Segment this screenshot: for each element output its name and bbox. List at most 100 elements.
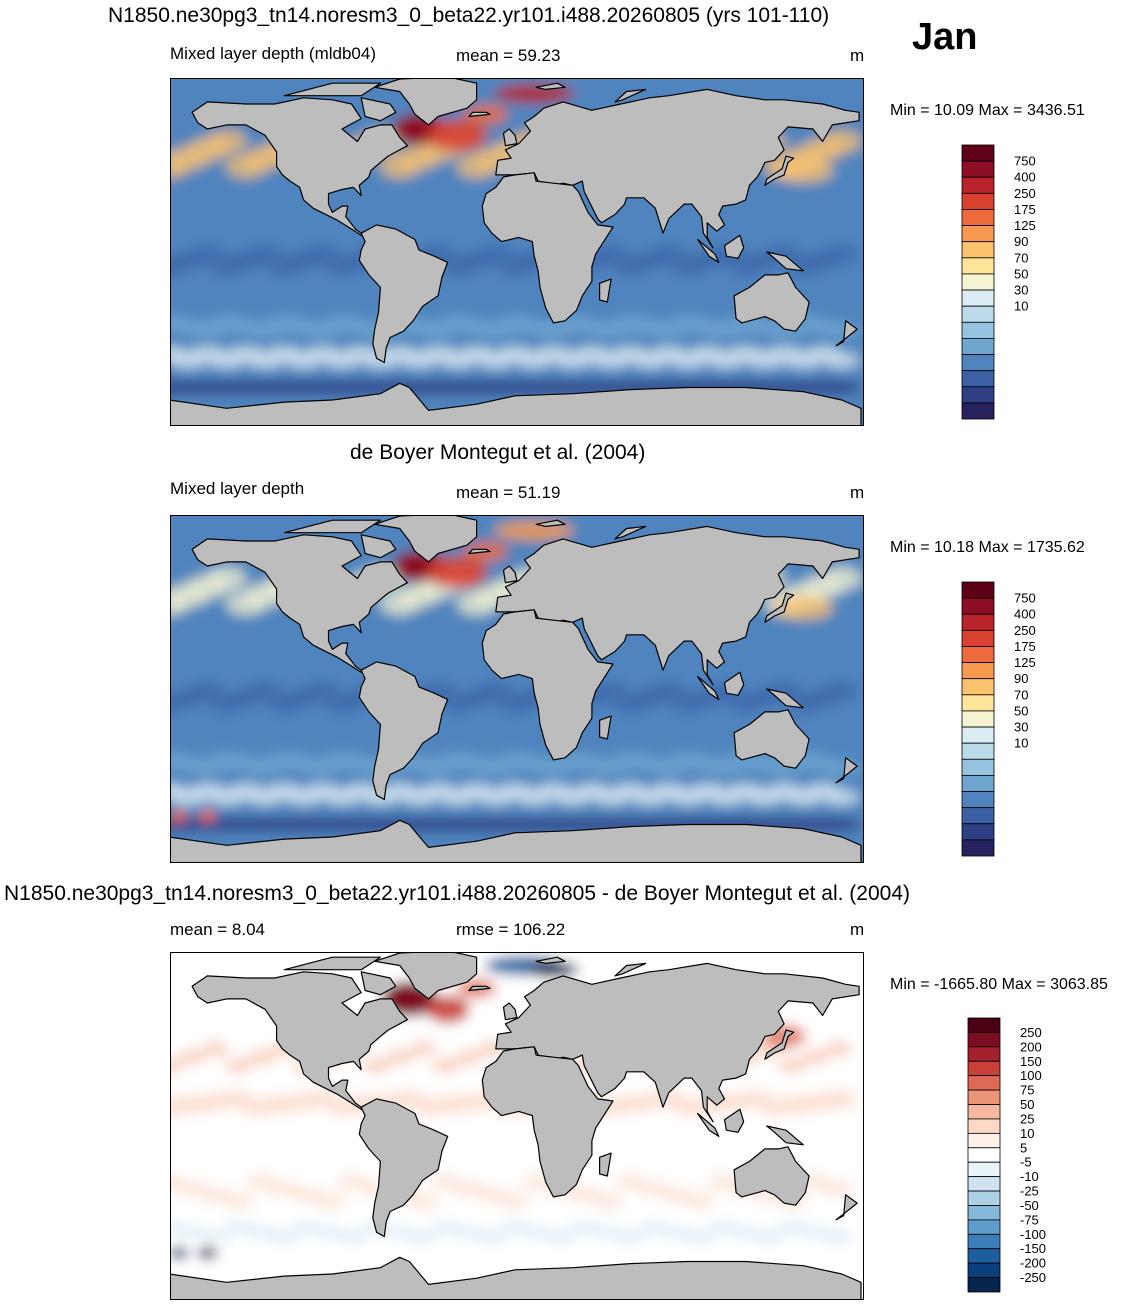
- colorbar-tick-label: 90: [1014, 671, 1028, 686]
- landmass: [835, 320, 858, 347]
- landmass: [535, 519, 566, 527]
- panel3-colorbar: 250 200 150 100 75 50 25 10 5 -5 -10 -25 -50 -75 -100-…: [967, 1017, 1048, 1294]
- colorbar-swatch: [967, 1277, 1001, 1293]
- colorbar-swatch: [961, 370, 995, 388]
- colorbar-tick-label: 10: [1014, 736, 1028, 751]
- colorbar-tick-label: 90: [1014, 234, 1028, 249]
- landmass: [171, 819, 862, 862]
- landmass: [723, 1108, 745, 1133]
- colorbar-swatch: [961, 581, 995, 599]
- landmass: [614, 525, 647, 540]
- colorbar-swatch: [961, 225, 995, 243]
- colorbar-swatch: [967, 1161, 1001, 1178]
- colorbar-swatch: [961, 662, 995, 680]
- colorbar-swatch: [961, 742, 995, 760]
- landmass: [360, 97, 397, 122]
- landmass: [697, 1112, 720, 1137]
- colorbar-swatch: [961, 597, 995, 615]
- panel1-variable-label: Mixed layer depth (mldb04): [170, 44, 376, 63]
- colorbar-tick-label: 10: [1014, 299, 1028, 314]
- colorbar-tick-label: 70: [1014, 687, 1028, 702]
- panel3-title: N1850.ne30pg3_tn14.noresm3_0_beta22.yr10…: [4, 882, 911, 905]
- landmass: [697, 675, 720, 700]
- landmass: [766, 688, 804, 709]
- colorbar-swatch: [961, 289, 995, 307]
- landmass: [374, 953, 478, 1000]
- landmass: [495, 962, 860, 1123]
- colorbar-swatch: [961, 758, 995, 776]
- landmass: [374, 516, 478, 563]
- colorbar-swatch: [961, 613, 995, 631]
- colorbar-tick-label: -250: [1020, 1270, 1046, 1285]
- colorbar-tick-label: 10: [1020, 1126, 1034, 1141]
- landmass: [374, 79, 478, 126]
- colorbar-tick-label: 750: [1014, 154, 1036, 169]
- colorbar-tick-label: 125: [1014, 218, 1036, 233]
- colorbar-tick-label: 50: [1014, 703, 1028, 718]
- landmass: [191, 97, 408, 236]
- colorbar-tick-label: 200: [1020, 1039, 1042, 1054]
- colorbar-swatch: [967, 1132, 1001, 1149]
- landmass: [171, 382, 862, 425]
- colorbar-tick-label: -200: [1020, 1256, 1046, 1271]
- colorbar-swatch: [961, 629, 995, 647]
- landmass: [764, 155, 795, 186]
- colorbar-swatch: [967, 1147, 1001, 1163]
- colorbar-swatch: [961, 257, 995, 275]
- landmass: [723, 671, 745, 696]
- panel2-variable-label: Mixed layer depth: [170, 479, 305, 498]
- colorbar-swatch: [967, 1104, 1001, 1120]
- colorbar-swatch: [967, 1219, 1001, 1235]
- landmass: [481, 172, 614, 324]
- colorbar-tick-label: -10: [1020, 1169, 1039, 1184]
- landmass: [360, 534, 397, 559]
- landmass: [171, 1256, 862, 1299]
- colorbar-swatch: [961, 710, 995, 728]
- colorbar-tick-label: -150: [1020, 1241, 1046, 1256]
- landmass: [723, 234, 745, 259]
- panel1-minmax-label: Min = 10.09 Max = 3436.51: [890, 102, 1085, 119]
- colorbar-swatch: [961, 694, 995, 712]
- panel2-title: de Boyer Montegut et al. (2004): [350, 441, 646, 464]
- landmass: [614, 962, 647, 977]
- landmass: [191, 534, 408, 673]
- panel2-map: [170, 515, 864, 863]
- colorbar-tick-label: 30: [1014, 283, 1028, 298]
- colorbar-tick-label: -100: [1020, 1227, 1046, 1242]
- colorbar-swatch: [961, 678, 995, 696]
- colorbar-tick-label: 250: [1014, 623, 1036, 638]
- colorbar-tick-label: 30: [1014, 720, 1028, 735]
- colorbar-tick-label: 400: [1014, 170, 1036, 185]
- landmass: [502, 128, 518, 147]
- colorbar-tick-label: 50: [1020, 1097, 1034, 1112]
- colorbar-tick-label: 50: [1014, 266, 1028, 281]
- panel3-map: [170, 952, 864, 1300]
- panel1-title: N1850.ne30pg3_tn14.noresm3_0_beta22.yr10…: [108, 4, 830, 27]
- colorbar-swatch: [961, 192, 995, 210]
- landmass: [733, 272, 810, 332]
- month-label: Jan: [912, 16, 978, 58]
- colorbar-swatch: [967, 1075, 1001, 1091]
- colorbar-swatch: [961, 241, 995, 259]
- landmass: [358, 224, 449, 364]
- landmass: [764, 1029, 795, 1060]
- colorbar-tick-label: 175: [1014, 202, 1036, 217]
- colorbar-swatch: [961, 354, 995, 372]
- colorbar-swatch: [967, 1233, 1001, 1250]
- colorbar-swatch: [967, 1262, 1001, 1278]
- colorbar-tick-label: 175: [1014, 639, 1036, 654]
- landmass: [283, 956, 381, 971]
- colorbar-swatch: [967, 1205, 1001, 1221]
- colorbar-tick-label: 25: [1020, 1111, 1034, 1126]
- panel1-mean-label: mean = 59.23: [456, 46, 561, 65]
- colorbar-swatch: [961, 209, 995, 226]
- panel2-minmax-label: Min = 10.18 Max = 1735.62: [890, 539, 1085, 556]
- landmass: [191, 971, 408, 1110]
- colorbar-tick-label: 750: [1014, 591, 1036, 606]
- colorbar-tick-label: 5: [1020, 1140, 1027, 1155]
- colorbar-tick-label: 400: [1014, 607, 1036, 622]
- landmass: [283, 82, 381, 97]
- landmass: [468, 548, 491, 555]
- colorbar-swatch: [961, 305, 995, 323]
- landmass: [481, 609, 614, 761]
